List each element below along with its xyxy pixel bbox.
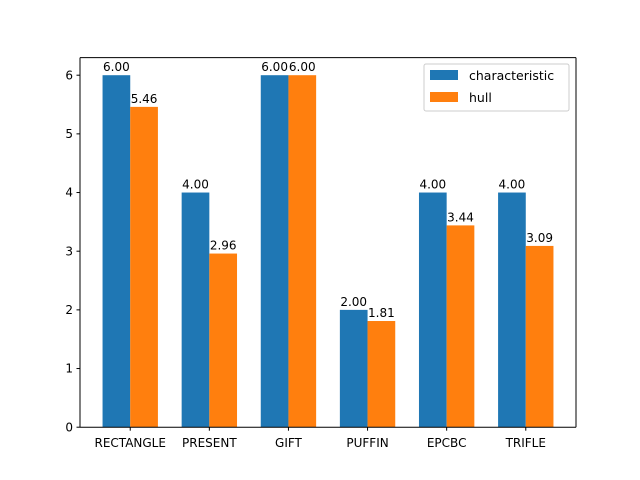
x-tick-label: PRESENT: [182, 436, 237, 450]
y-tick-label: 6: [65, 68, 73, 82]
data-label-characteristic-present: 4.00: [182, 178, 209, 192]
bar-hull-epcbc: [446, 225, 475, 428]
legend-label-hull: hull: [469, 90, 492, 105]
bar-characteristic-present: [181, 192, 210, 428]
legend-swatch-hull: [430, 92, 458, 102]
x-axis: RECTANGLE PRESENT GIFT PUFFIN EPCBC TRIFLE: [95, 427, 546, 450]
y-tick-label: 0: [65, 420, 73, 434]
x-tick-label: RECTANGLE: [95, 436, 166, 450]
legend-entry-hull: hull: [430, 90, 492, 105]
y-tick-label: 1: [65, 362, 73, 376]
data-label-characteristic-gift: 6.00: [261, 60, 288, 74]
data-label-hull-gift: 6.00: [289, 60, 316, 74]
legend-swatch-characteristic: [430, 70, 458, 80]
bar-hull-gift: [288, 75, 317, 428]
y-tick-label: 5: [65, 127, 73, 141]
axes-frame: [79, 57, 577, 428]
x-tick-label: GIFT: [275, 436, 303, 450]
bar-characteristic-trifle: [498, 192, 526, 428]
data-label-hull-epcbc: 3.44: [447, 210, 474, 224]
bar-hull-present: [209, 253, 238, 428]
data-label-hull-puffin: 1.81: [368, 306, 395, 320]
data-label-hull-rectangle: 5.46: [131, 92, 158, 106]
y-tick-label: 4: [65, 186, 73, 200]
y-tick-label: 3: [65, 244, 73, 258]
bar-hull-trifle: [525, 245, 554, 428]
data-label-characteristic-trifle: 4.00: [499, 178, 526, 192]
bar-characteristic-rectangle: [102, 75, 131, 428]
legend-entry-characteristic: characteristic: [430, 68, 554, 83]
data-label-characteristic-puffin: 2.00: [340, 295, 367, 309]
bar-characteristic-puffin: [339, 309, 368, 428]
bar-characteristic-gift: [260, 75, 289, 428]
legend-label-characteristic: characteristic: [469, 68, 554, 83]
legend: characteristic hull: [423, 63, 570, 112]
plot-area: [80, 57, 576, 428]
x-tick-label: PUFFIN: [346, 436, 388, 450]
x-tick-label: TRIFLE: [505, 436, 546, 450]
bar-hull-puffin: [367, 321, 396, 428]
data-label-characteristic-epcbc: 4.00: [419, 178, 446, 192]
data-label-hull-present: 2.96: [210, 239, 237, 253]
y-axis: 0 1 2 3 4 5 6: [65, 68, 80, 434]
data-label-characteristic-rectangle: 6.00: [103, 60, 130, 74]
y-tick-label: 2: [65, 303, 73, 317]
bars-layer: [102, 75, 554, 428]
legend-box: [423, 63, 570, 112]
data-label-hull-trifle: 3.09: [526, 231, 553, 245]
data-labels-layer: 6.00 4.00 6.00 2.00 4.00 4.00 5.46 2.96 6.00 1.81…: [103, 60, 553, 320]
bar-hull-rectangle: [130, 106, 158, 428]
bar-characteristic-epcbc: [418, 192, 447, 428]
x-tick-label: EPCBC: [427, 436, 467, 450]
